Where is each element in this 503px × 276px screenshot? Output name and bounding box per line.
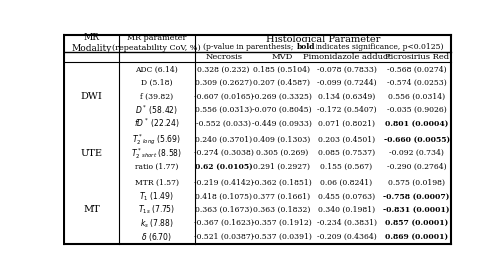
Text: DWI: DWI	[80, 92, 103, 101]
Text: MVD: MVD	[271, 53, 293, 61]
Text: -0.269 (0.3325): -0.269 (0.3325)	[252, 93, 312, 101]
Text: 0.203 (0.4501): 0.203 (0.4501)	[318, 136, 375, 144]
Text: -0.357 (0.1912): -0.357 (0.1912)	[252, 219, 312, 227]
Text: Picrosirius Red: Picrosirius Red	[385, 53, 449, 61]
Text: -0.274 (0.3038): -0.274 (0.3038)	[194, 149, 254, 157]
Text: 0.857 (0.0001): 0.857 (0.0001)	[385, 219, 448, 227]
Text: -0.758 (0.0007): -0.758 (0.0007)	[383, 192, 450, 200]
Text: bold: bold	[296, 43, 315, 51]
Text: -0.035 (0.9026): -0.035 (0.9026)	[387, 106, 447, 114]
Text: -0.362 (0.1851): -0.362 (0.1851)	[252, 179, 312, 187]
Text: -0.070 (0.8045): -0.070 (0.8045)	[252, 106, 312, 114]
Text: $T_{1s}$ (7.75): $T_{1s}$ (7.75)	[138, 204, 175, 216]
Text: $k_s$ (7.88): $k_s$ (7.88)	[140, 217, 174, 230]
Text: -0.078 (0.7833): -0.078 (0.7833)	[316, 66, 376, 74]
Text: MR parameter
(repeatability CoV, %): MR parameter (repeatability CoV, %)	[112, 34, 201, 52]
Text: 0.377 (0.1661): 0.377 (0.1661)	[253, 192, 310, 200]
Text: 0.869 (0.0001): 0.869 (0.0001)	[385, 233, 448, 241]
Text: 0.134 (0.6349): 0.134 (0.6349)	[318, 93, 375, 101]
Text: 0.085 (0.7537): 0.085 (0.7537)	[318, 149, 375, 157]
Text: (p-value in parenthesis; bold indicates significance, p<0.0125): (p-value in parenthesis; bold indicates …	[203, 43, 443, 51]
Text: 0.185 (0.5104): 0.185 (0.5104)	[254, 66, 310, 74]
Text: 0.207 (0.4587): 0.207 (0.4587)	[254, 79, 310, 87]
Text: -0.449 (0.0933): -0.449 (0.0933)	[252, 120, 312, 128]
Text: Necrosis: Necrosis	[205, 53, 242, 61]
Text: 0.62 (0.0105): 0.62 (0.0105)	[195, 163, 253, 171]
Text: 0.455 (0.0763): 0.455 (0.0763)	[318, 192, 375, 200]
Text: 0.340 (0.1981): 0.340 (0.1981)	[318, 206, 375, 214]
Text: MR
Modality: MR Modality	[71, 33, 112, 53]
Text: -0.092 (0.734): -0.092 (0.734)	[389, 149, 444, 157]
Text: -0.172 (0.5407): -0.172 (0.5407)	[317, 106, 376, 114]
Text: $T_2^*{}_{long}$ (5.69): $T_2^*{}_{long}$ (5.69)	[132, 132, 181, 147]
Text: MT: MT	[83, 205, 100, 214]
Text: 0.06 (0.8241): 0.06 (0.8241)	[320, 179, 373, 187]
Text: 0.363 (0.1673): 0.363 (0.1673)	[195, 206, 253, 214]
Text: 0.328 (0.232): 0.328 (0.232)	[198, 66, 250, 74]
Text: f (39.82): f (39.82)	[140, 93, 173, 101]
Text: -0.099 (0.7244): -0.099 (0.7244)	[317, 79, 376, 87]
Text: -0.574 (0.0253): -0.574 (0.0253)	[387, 79, 447, 87]
Text: -0.552 (0.033): -0.552 (0.033)	[196, 120, 251, 128]
Text: 0.071 (0.8021): 0.071 (0.8021)	[318, 120, 375, 128]
Text: $\delta$ (6.70): $\delta$ (6.70)	[141, 231, 172, 243]
Text: 0.155 (0.567): 0.155 (0.567)	[320, 163, 373, 171]
Text: 0.291 (0.2927): 0.291 (0.2927)	[254, 163, 310, 171]
Text: 0.801 (0.0004): 0.801 (0.0004)	[385, 120, 448, 128]
Text: -0.367 (0.1623): -0.367 (0.1623)	[194, 219, 254, 227]
Text: -0.660 (0.0055): -0.660 (0.0055)	[384, 136, 450, 144]
Text: -0.537 (0.0391): -0.537 (0.0391)	[252, 233, 312, 241]
Text: -0.290 (0.2764): -0.290 (0.2764)	[387, 163, 447, 171]
Text: 0.240 (0.3701): 0.240 (0.3701)	[195, 136, 252, 144]
Text: 0.363 (0.1832): 0.363 (0.1832)	[253, 206, 310, 214]
Text: -0.219 (0.4142): -0.219 (0.4142)	[194, 179, 254, 187]
Text: Histological Parameter: Histological Parameter	[266, 35, 380, 44]
Text: $T_2^*{}_{short}$ (8.58): $T_2^*{}_{short}$ (8.58)	[131, 146, 182, 161]
Text: ADC (6.14): ADC (6.14)	[135, 66, 178, 74]
Text: 0.309 (0.2627): 0.309 (0.2627)	[195, 79, 252, 87]
Text: UTE: UTE	[80, 149, 103, 158]
Text: $D^*$ (58.42): $D^*$ (58.42)	[135, 103, 178, 117]
Text: 0.409 (0.1303): 0.409 (0.1303)	[253, 136, 310, 144]
Text: -0.234 (0.3831): -0.234 (0.3831)	[316, 219, 377, 227]
Text: Pimonidazole adduct: Pimonidazole adduct	[302, 53, 390, 61]
Text: $fD^*$ (22.24): $fD^*$ (22.24)	[134, 117, 180, 130]
Text: 0.556 (0.0314): 0.556 (0.0314)	[388, 93, 445, 101]
Text: $T_1$ (1.49): $T_1$ (1.49)	[139, 190, 174, 203]
Text: 0.556 (0.0313): 0.556 (0.0313)	[195, 106, 253, 114]
Text: bold: bold	[296, 43, 315, 51]
Text: MTR (1.57): MTR (1.57)	[135, 179, 179, 187]
Text: D (5.18): D (5.18)	[141, 79, 173, 87]
Text: -0.831 (0.0001): -0.831 (0.0001)	[383, 206, 450, 214]
Text: ratio (1.77): ratio (1.77)	[135, 163, 179, 171]
Text: -0.521 (0.0387): -0.521 (0.0387)	[194, 233, 254, 241]
Text: -0.568 (0.0274): -0.568 (0.0274)	[387, 66, 447, 74]
Text: -0.607 (0.0165): -0.607 (0.0165)	[194, 93, 254, 101]
Text: 0.418 (0.1075): 0.418 (0.1075)	[195, 192, 252, 200]
Text: 0.575 (0.0198): 0.575 (0.0198)	[388, 179, 445, 187]
Text: -0.209 (0.4364): -0.209 (0.4364)	[317, 233, 376, 241]
Text: 0.305 (0.269): 0.305 (0.269)	[256, 149, 308, 157]
